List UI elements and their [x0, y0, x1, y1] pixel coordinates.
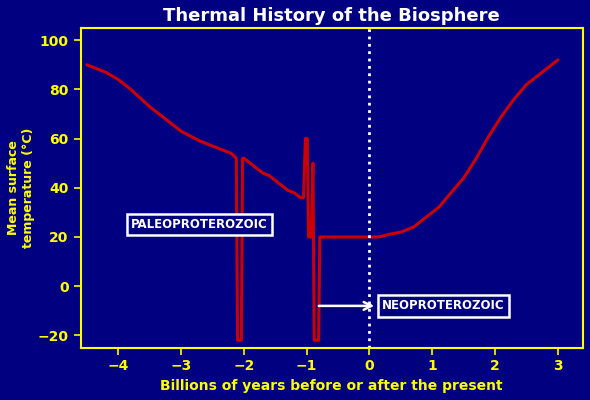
X-axis label: Billions of years before or after the present: Billions of years before or after the pr… — [160, 379, 503, 393]
Text: PALEOPROTEROZOIC: PALEOPROTEROZOIC — [131, 218, 267, 231]
Y-axis label: Mean surface
temperature (°C): Mean surface temperature (°C) — [7, 128, 35, 248]
Text: NEOPROTEROZOIC: NEOPROTEROZOIC — [319, 299, 504, 312]
Title: Thermal History of the Biosphere: Thermal History of the Biosphere — [163, 7, 500, 25]
